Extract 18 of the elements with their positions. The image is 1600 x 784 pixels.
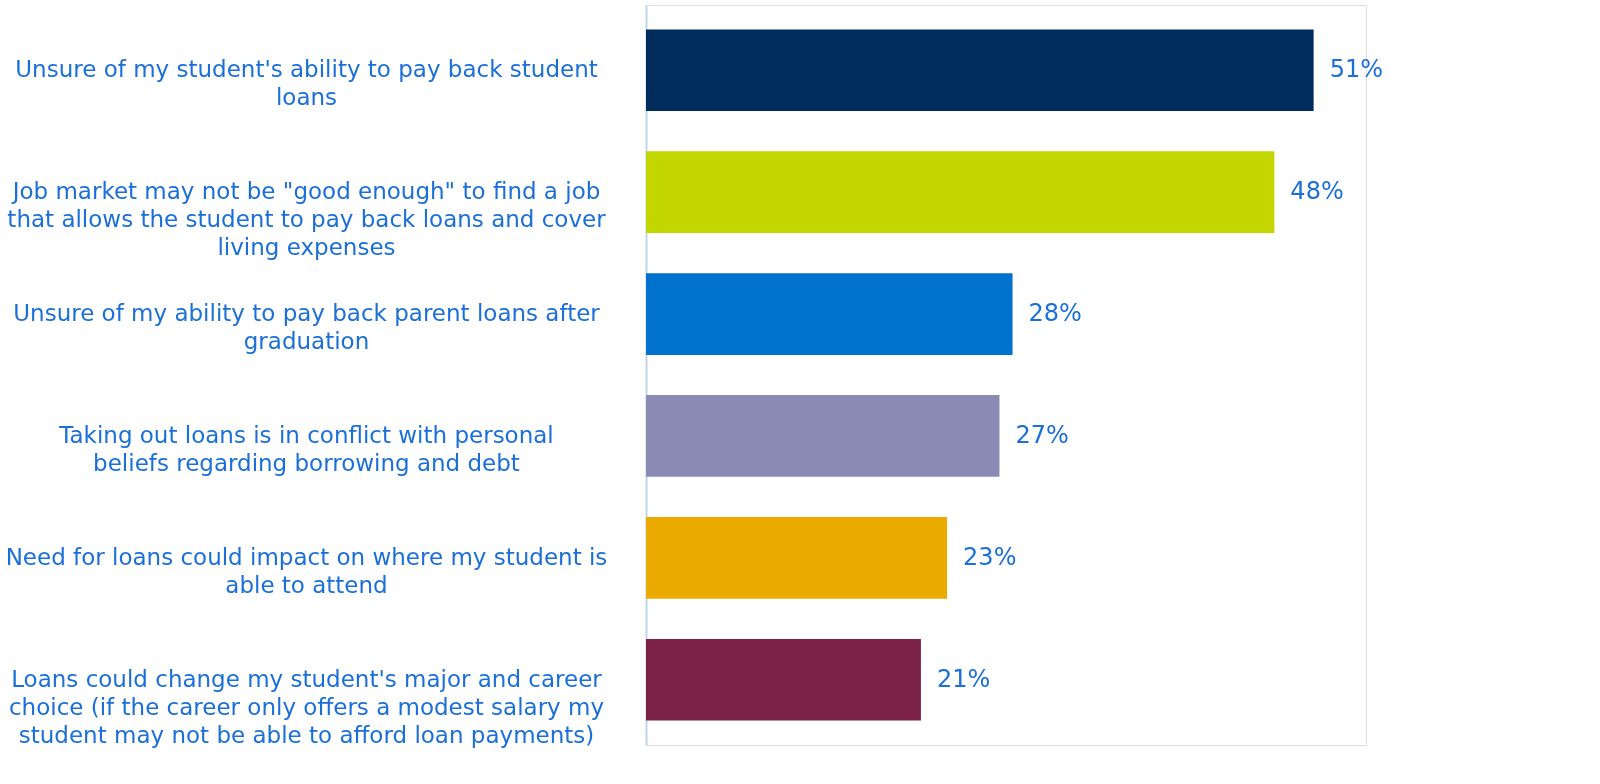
data-label: 48% — [1290, 177, 1344, 206]
y-tick-label: Taking out loans is in conflict with personal beliefs regarding borrowing and debt — [58, 421, 554, 476]
bar — [646, 517, 948, 599]
y-tick-label: Job market may not be "good enough" to find a job that allows the student to pay back loans and cover living expenses — [7, 178, 607, 261]
bar — [646, 395, 1000, 477]
y-tick-label: Need for loans could impact on where my student is able to attend — [5, 543, 608, 598]
bar — [646, 29, 1314, 112]
bar — [646, 151, 1275, 233]
data-label: 51% — [1329, 55, 1383, 84]
y-tick-label: Unsure of my student's ability to pay back student loans — [15, 56, 598, 111]
bar — [646, 273, 1013, 355]
data-label: 27% — [1015, 420, 1069, 449]
bar — [646, 638, 921, 721]
data-label: 21% — [936, 664, 991, 693]
y-tick-label: Loans could change my student's major and career choice (if the career only offers a modest salary my student may not be able to afford loan payments) — [8, 665, 605, 748]
data-label: 28% — [1028, 299, 1082, 328]
y-tick-label: Unsure of my ability to pay back parent loans after graduation — [13, 300, 601, 355]
data-label: 23% — [963, 542, 1017, 571]
